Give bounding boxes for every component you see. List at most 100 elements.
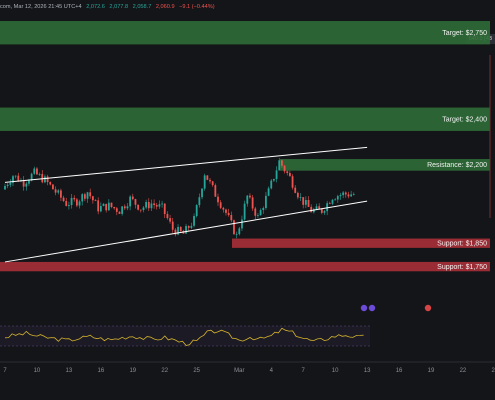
x-tick-label: 22 [460,368,467,374]
candle-body [352,194,355,195]
event-marker [360,304,368,312]
candle-body [4,186,6,190]
candle-body [193,216,195,226]
ohlc-open: 2,072.6 [86,4,105,10]
candle-body [147,201,150,209]
candle-body [83,194,86,199]
candle-body [62,197,65,201]
candle-body [171,221,174,230]
candle-body [209,179,211,182]
candle-body [251,197,254,209]
candle-body [296,192,299,198]
candle-body [187,226,190,228]
candle-body [233,220,235,235]
candle-body [91,196,94,201]
ohlc-change: −9.1 (−0.44%) [179,4,215,10]
candle-body [254,208,257,216]
candle-body [318,206,321,209]
candle-body [86,192,89,199]
candle-body [225,209,227,213]
zone-label-4: Support: $1,750 [437,264,487,271]
x-tick-label: 25 [193,368,200,374]
candle-body [336,196,339,200]
candle-body [166,213,169,219]
candle-body [99,206,102,212]
x-tick-label: 13 [364,368,371,374]
candle-body [145,201,148,208]
candle-body [54,189,57,193]
candle-body [275,170,278,179]
candle-body [123,206,126,209]
candle-body [222,207,225,210]
candle-body [113,207,116,209]
candle-body [246,195,249,204]
candle-body [9,182,12,185]
candle-body [304,199,307,205]
x-tick-label: 7 [302,368,306,374]
candle-body [257,215,259,217]
candle-body [22,180,25,187]
candle-body [238,228,241,235]
zone-label-1: Target: $2,400 [442,117,487,124]
candle-body [262,207,265,211]
candle-body [331,199,334,204]
ohlc-low: 2,058.7 [132,4,152,10]
candle-body [259,210,262,216]
x-tick-label: 19 [129,368,136,374]
candle-body [294,187,297,193]
candle-body [52,184,54,190]
candle-body [118,211,121,214]
candle-body [155,205,158,207]
candle-body [60,190,62,198]
candle-body [46,176,49,183]
ohlc-close: 2,060.9 [155,4,175,10]
candle-body [105,203,108,211]
candle-body [68,205,70,206]
candle-body [174,229,177,235]
candle-body [28,180,30,184]
zone-1 [0,107,490,131]
x-tick-label: 22 [161,368,168,374]
candle-body [121,206,124,214]
candle-body [217,196,219,203]
candle-body [131,196,134,200]
candle-body [142,207,145,210]
candle-body [310,206,313,213]
candle-body [211,181,214,186]
channel-upper [4,146,368,183]
zone-label-2: Resistance: $2,200 [427,162,487,169]
candle-body [320,208,323,213]
candle-body [315,206,318,210]
candle-body [33,168,36,174]
candle-body [235,234,238,235]
x-tick-label: 13 [66,368,73,374]
event-marker [424,304,432,312]
candle-body [312,209,315,213]
candle-body [158,204,161,207]
candle-body [206,175,209,180]
x-tick-label: 16 [98,368,105,374]
ohlc-high: 2,077.8 [109,4,129,10]
candle-body [129,196,132,207]
candle-body [89,192,92,197]
candle-body [326,203,329,212]
candle-body [139,209,142,211]
candle-body [38,174,41,175]
zone-3 [232,238,490,248]
symbol-label: com, Mar 12, 2026 21:45 UTC+4 [0,4,82,10]
candle-body [57,190,60,193]
chart-header: com, Mar 12, 2026 21:45 UTC+4 2,072.6 2,… [0,0,495,14]
candle-body [342,192,345,196]
candle-body [195,205,198,217]
candle-body [75,199,78,206]
candle-body [169,218,171,222]
zone-label-3: Support: $1,850 [437,241,487,248]
x-tick-label: Mar [234,368,244,374]
candle-body [291,176,294,188]
candle-body [102,203,105,207]
candle-body [150,203,153,209]
candle-body [347,194,350,197]
event-marker [368,304,376,312]
candle-body [286,171,289,173]
